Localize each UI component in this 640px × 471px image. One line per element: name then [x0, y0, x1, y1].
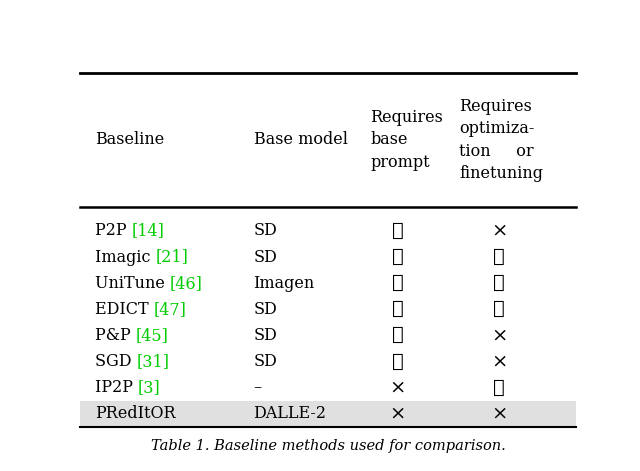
Text: ✓: ✓ — [493, 274, 505, 292]
Text: [45]: [45] — [136, 327, 168, 344]
Text: Base model: Base model — [253, 131, 348, 148]
Text: ✓: ✓ — [392, 248, 403, 266]
Text: [47]: [47] — [154, 301, 186, 318]
Text: ×: × — [491, 352, 508, 371]
Text: [46]: [46] — [170, 275, 203, 292]
Text: ×: × — [491, 405, 508, 423]
Text: Table 1. Baseline methods used for comparison.: Table 1. Baseline methods used for compa… — [150, 439, 506, 454]
Text: Imagen: Imagen — [253, 275, 315, 292]
Text: ✓: ✓ — [392, 274, 403, 292]
Text: UniTune: UniTune — [95, 275, 170, 292]
Text: ✓: ✓ — [392, 300, 403, 318]
Text: [3]: [3] — [138, 379, 161, 396]
Text: EDICT: EDICT — [95, 301, 154, 318]
Text: ×: × — [491, 222, 508, 240]
Text: ✓: ✓ — [493, 379, 505, 397]
Text: ✓: ✓ — [493, 300, 505, 318]
Text: SD: SD — [253, 222, 277, 239]
Text: Requires
optimiza-
tion     or
finetuning: Requires optimiza- tion or finetuning — [460, 98, 543, 182]
FancyBboxPatch shape — [80, 401, 576, 427]
Text: Requires
base
prompt: Requires base prompt — [370, 109, 443, 171]
Text: Imagic: Imagic — [95, 249, 156, 266]
Text: Baseline: Baseline — [95, 131, 164, 148]
Text: DALLE-2: DALLE-2 — [253, 405, 326, 422]
Text: SGD: SGD — [95, 353, 136, 370]
Text: IP2P: IP2P — [95, 379, 138, 396]
Text: [21]: [21] — [156, 249, 188, 266]
Text: ✓: ✓ — [392, 352, 403, 371]
Text: ×: × — [491, 326, 508, 344]
Text: ×: × — [389, 405, 406, 423]
Text: SD: SD — [253, 353, 277, 370]
Text: P2P: P2P — [95, 222, 132, 239]
Text: [31]: [31] — [136, 353, 170, 370]
Text: SD: SD — [253, 249, 277, 266]
Text: PRedItOR: PRedItOR — [95, 405, 175, 422]
Text: ✓: ✓ — [493, 248, 505, 266]
Text: SD: SD — [253, 327, 277, 344]
Text: ✓: ✓ — [392, 222, 403, 240]
Text: P&P: P&P — [95, 327, 136, 344]
Text: SD: SD — [253, 301, 277, 318]
Text: ×: × — [389, 379, 406, 397]
Text: –: – — [253, 379, 262, 396]
Text: [14]: [14] — [132, 222, 164, 239]
Text: ✓: ✓ — [392, 326, 403, 344]
